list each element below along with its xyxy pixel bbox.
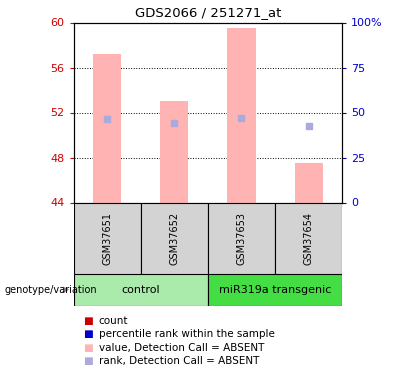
Bar xyxy=(141,202,208,274)
Text: rank, Detection Call = ABSENT: rank, Detection Call = ABSENT xyxy=(99,356,259,366)
Text: ■: ■ xyxy=(83,356,93,366)
Point xyxy=(238,115,245,121)
Bar xyxy=(93,54,121,202)
Bar xyxy=(275,202,342,274)
Point xyxy=(305,123,312,129)
Bar xyxy=(74,202,141,274)
Bar xyxy=(294,163,323,202)
Text: genotype/variation: genotype/variation xyxy=(4,285,97,295)
Text: ■: ■ xyxy=(83,316,93,326)
Bar xyxy=(208,202,275,274)
Text: miR319a transgenic: miR319a transgenic xyxy=(219,285,331,295)
Bar xyxy=(227,28,256,202)
Point xyxy=(104,116,110,122)
Text: GSM37653: GSM37653 xyxy=(236,211,247,265)
Bar xyxy=(160,101,189,202)
Text: count: count xyxy=(99,316,128,326)
Text: percentile rank within the sample: percentile rank within the sample xyxy=(99,329,275,339)
Text: GSM37651: GSM37651 xyxy=(102,211,112,265)
Text: value, Detection Call = ABSENT: value, Detection Call = ABSENT xyxy=(99,343,264,352)
Bar xyxy=(74,274,208,306)
Text: ■: ■ xyxy=(83,329,93,339)
Text: control: control xyxy=(121,285,160,295)
Text: GSM37654: GSM37654 xyxy=(304,211,314,265)
Title: GDS2066 / 251271_at: GDS2066 / 251271_at xyxy=(135,6,281,18)
Bar xyxy=(208,274,342,306)
Text: ■: ■ xyxy=(83,343,93,352)
Text: GSM37652: GSM37652 xyxy=(169,211,179,265)
Point xyxy=(171,120,178,126)
